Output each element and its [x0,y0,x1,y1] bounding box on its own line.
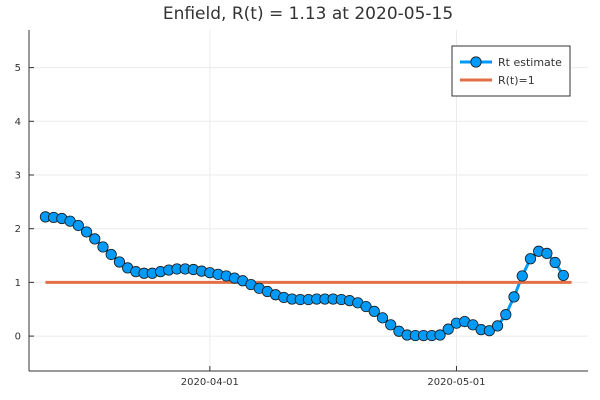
y-tick-label: 3 [15,170,21,181]
rt-estimate-point [385,319,397,331]
rt-estimate-point [89,233,101,245]
rt-estimate-point [360,300,372,313]
y-tick-label: 1 [15,278,21,289]
rt-estimate-point [442,323,454,335]
rt-estimate-point [491,320,504,332]
rt-estimate-point [113,256,126,268]
rt-estimate-point [434,329,446,341]
rt-estimate-point [97,241,109,253]
rt-estimate-point [500,309,512,321]
rt-estimate-point [376,312,389,324]
legend-box [451,45,571,97]
rt-estimate-point [508,291,520,303]
rt-estimate-point [80,226,93,238]
rt-estimate-point [483,325,495,337]
axes: 0 1 2 3 4 5 2020-04-01 2020-05-01 [15,30,588,388]
rt-estimate-point [368,305,380,317]
rt-estimate-point [72,219,84,232]
legend-label-rt-estimate: Rt estimate [498,56,562,69]
y-tick-label: 0 [15,332,21,343]
y-tick-label: 5 [15,63,21,74]
chart-title: Enfield, R(t) = 1.13 at 2020-05-15 [163,4,453,24]
rt-estimate-point [549,256,561,269]
rt-estimate-point [467,319,479,331]
x-tick-label: 2020-05-01 [427,377,485,388]
rt-estimate-point [516,270,528,282]
y-tick-label: 4 [15,117,21,128]
legend-marker-rt-estimate [470,56,482,68]
rt-estimate-point [557,269,569,282]
series-layer [39,211,572,342]
legend: Rt estimate R(t)=1 [451,45,571,97]
legend-label-reference: R(t)=1 [498,74,535,87]
rt-estimate-point [524,253,537,265]
x-tick-label: 2020-04-01 [181,377,239,388]
rt-estimate-point [105,248,117,261]
rt-estimate-point [541,247,553,259]
y-tick-label: 2 [15,224,21,235]
